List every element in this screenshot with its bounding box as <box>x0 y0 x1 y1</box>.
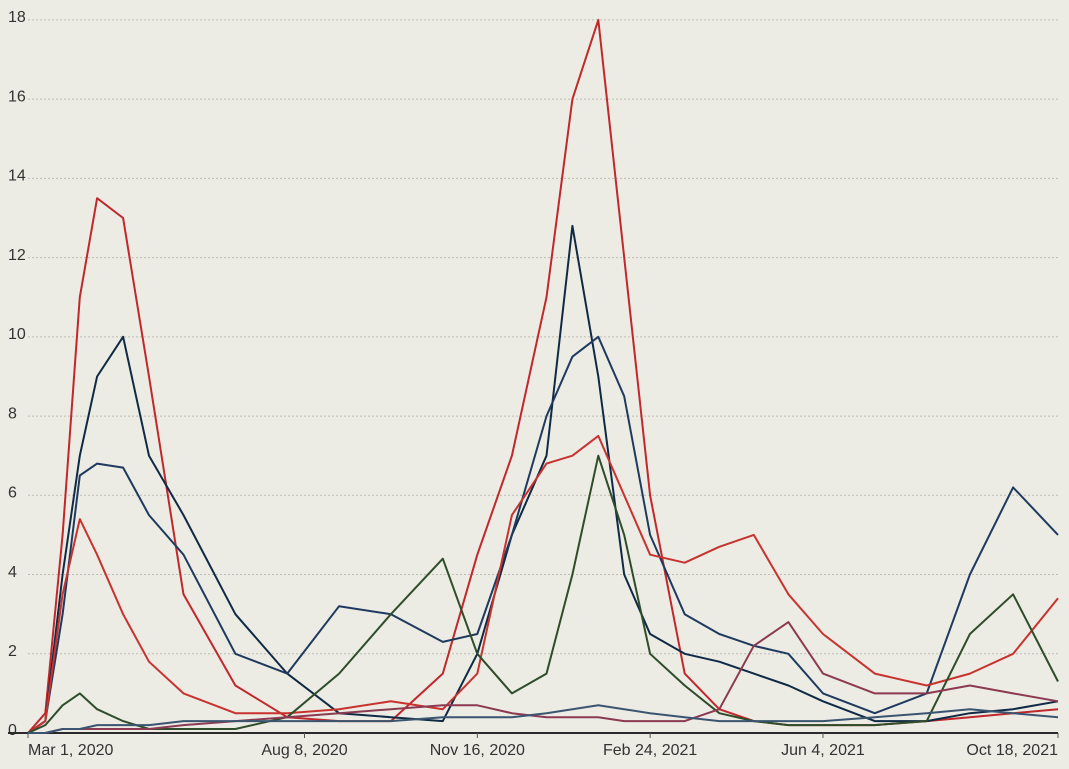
y-tick-label: 4 <box>8 564 17 581</box>
y-tick-label: 2 <box>8 643 17 660</box>
y-tick-label: 12 <box>8 247 26 264</box>
chart: 0 2 4 6 8 10 12 14 16 18 Mar 1, 2020 Aug 8, 2020 Nov… <box>0 0 1069 769</box>
y-tick-label: 8 <box>8 405 17 422</box>
y-tick-label: 0 <box>8 722 17 739</box>
x-tick-label: Oct 18, 2021 <box>966 742 1058 759</box>
x-tick-label: Aug 8, 2020 <box>261 742 347 759</box>
y-tick-label: 16 <box>8 88 26 105</box>
x-tick-label: Mar 1, 2020 <box>28 742 113 759</box>
y-tick-label: 10 <box>8 326 26 343</box>
x-tick-label: Jun 4, 2021 <box>781 742 865 759</box>
x-tick-label: Nov 16, 2020 <box>430 742 525 759</box>
y-tick-label: 14 <box>8 168 26 185</box>
x-tick-label: Feb 24, 2021 <box>603 742 697 759</box>
y-tick-label: 18 <box>8 9 26 26</box>
y-tick-label: 6 <box>8 485 17 502</box>
